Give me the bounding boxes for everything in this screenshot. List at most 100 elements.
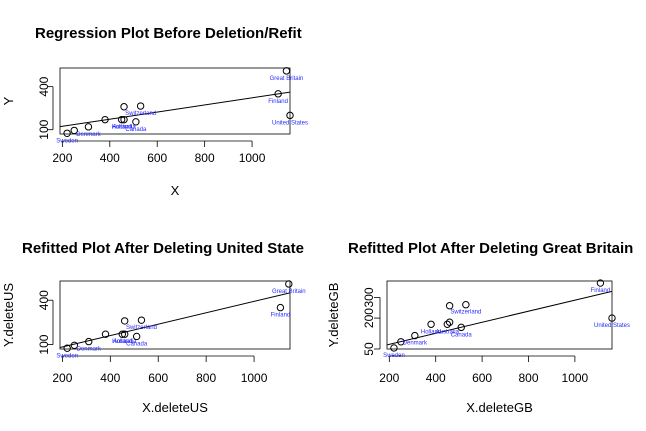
data-point [285, 280, 293, 288]
data-point [137, 316, 146, 324]
point-label: Finland [271, 313, 291, 319]
data-point [276, 303, 285, 312]
point-label: Australia [112, 125, 136, 131]
data-point [443, 320, 452, 328]
chart-panel-2: Refitted Plot After Deleting United Stat… [1, 240, 306, 415]
data-point [70, 341, 79, 350]
data-point [101, 330, 110, 338]
data-point [117, 115, 126, 124]
chart-title: Refitted Plot After Deleting United Stat… [22, 240, 304, 257]
x-tick-label: 800 [195, 151, 215, 165]
x-axis-label: X.deleteGB [466, 400, 533, 415]
data-point [286, 111, 294, 120]
plot-contents [60, 292, 290, 349]
regression-line [387, 290, 612, 346]
plot-area [386, 280, 613, 350]
data-point [63, 344, 71, 352]
chart-title: Regression Plot Before Deletion/Refit [35, 25, 302, 42]
point-label: Canada [126, 341, 148, 347]
plot-area [59, 67, 291, 135]
x-axis-label: X.deleteUS [142, 400, 208, 415]
point-label: Denmark [77, 347, 102, 353]
data-point [411, 331, 419, 340]
x-tick-label: 200 [52, 371, 72, 385]
point-label: Australia [113, 339, 137, 345]
data-point [397, 338, 405, 346]
x-tick-label: 200 [379, 371, 399, 385]
y-axis-label: Y.deleteGB [326, 283, 341, 348]
y-axis-label: Y [1, 96, 16, 105]
point-label: Great Britain [270, 76, 304, 82]
point-label: Switzerland [126, 325, 157, 331]
data-point [85, 337, 93, 346]
y-tick-label: 100 [37, 334, 51, 354]
data-point [596, 279, 605, 287]
plot-contents [387, 290, 612, 346]
data-point [457, 323, 465, 332]
data-point [427, 320, 435, 328]
plot-area [59, 280, 291, 350]
data-point [390, 344, 398, 352]
data-point [101, 115, 109, 124]
data-point [120, 317, 129, 325]
y-tick-label: 300 [362, 287, 376, 307]
point-label: United States [272, 120, 308, 126]
point-label: Switzerland [450, 310, 481, 316]
x-tick-label: 200 [52, 151, 72, 165]
point-label: Holland [111, 125, 131, 131]
x-tick-label: 1000 [562, 371, 589, 385]
x-tick-label: 600 [147, 151, 167, 165]
x-tick-label: 400 [100, 371, 120, 385]
data-point [118, 330, 126, 338]
data-point [445, 302, 454, 310]
data-point [136, 102, 145, 110]
chart-title: Refitted Plot After Deleting Great Brita… [348, 240, 633, 257]
point-label: Canada [451, 332, 473, 338]
data-point [274, 90, 282, 98]
x-tick-label: 400 [100, 151, 120, 165]
regression-line [60, 292, 290, 349]
point-label: Denmark [76, 132, 101, 138]
y-tick-label: 50 [362, 342, 376, 356]
x-tick-label: 1000 [241, 371, 268, 385]
x-tick-label: 400 [426, 371, 446, 385]
data-point [608, 314, 616, 322]
y-tick-label: 200 [362, 308, 376, 328]
y-axis-label: Y.deleteUS [1, 283, 16, 347]
x-tick-label: 1000 [239, 151, 266, 165]
data-point [120, 330, 129, 338]
x-tick-label: 600 [472, 371, 492, 385]
point-label: United States [594, 323, 630, 329]
point-label: Holland [421, 329, 441, 335]
x-tick-label: 800 [518, 371, 538, 385]
point-label: Switzerland [125, 111, 156, 117]
point-label: Sweden [56, 353, 78, 359]
x-tick-label: 800 [196, 371, 216, 385]
data-point [63, 129, 71, 137]
chart-panel-1: Regression Plot Before Deletion/Refit 200… [1, 25, 308, 198]
data-point [70, 126, 78, 135]
point-label: Australia [436, 329, 460, 335]
x-axis-label: X [171, 183, 180, 198]
point-label: Sweden [56, 138, 78, 144]
point-label: Sweden [383, 353, 405, 359]
point-label: Great Britain [272, 289, 306, 295]
point-label: Finland [268, 99, 288, 105]
chart-panel-3: Refitted Plot After Deleting Great Brita… [326, 240, 633, 415]
y-tick-label: 400 [37, 290, 51, 310]
data-point [132, 332, 141, 341]
y-tick-label: 400 [37, 76, 51, 96]
data-point [132, 118, 140, 126]
point-label: Canada [125, 127, 147, 133]
data-point [282, 67, 291, 75]
point-label: Holland [112, 339, 132, 345]
y-tick-label: 100 [37, 119, 51, 139]
data-point [445, 318, 454, 326]
regression-line [60, 91, 290, 128]
data-point [120, 103, 128, 111]
x-tick-label: 600 [148, 371, 168, 385]
data-point [120, 115, 128, 124]
point-label: Finland [591, 288, 611, 294]
data-point [84, 123, 93, 131]
